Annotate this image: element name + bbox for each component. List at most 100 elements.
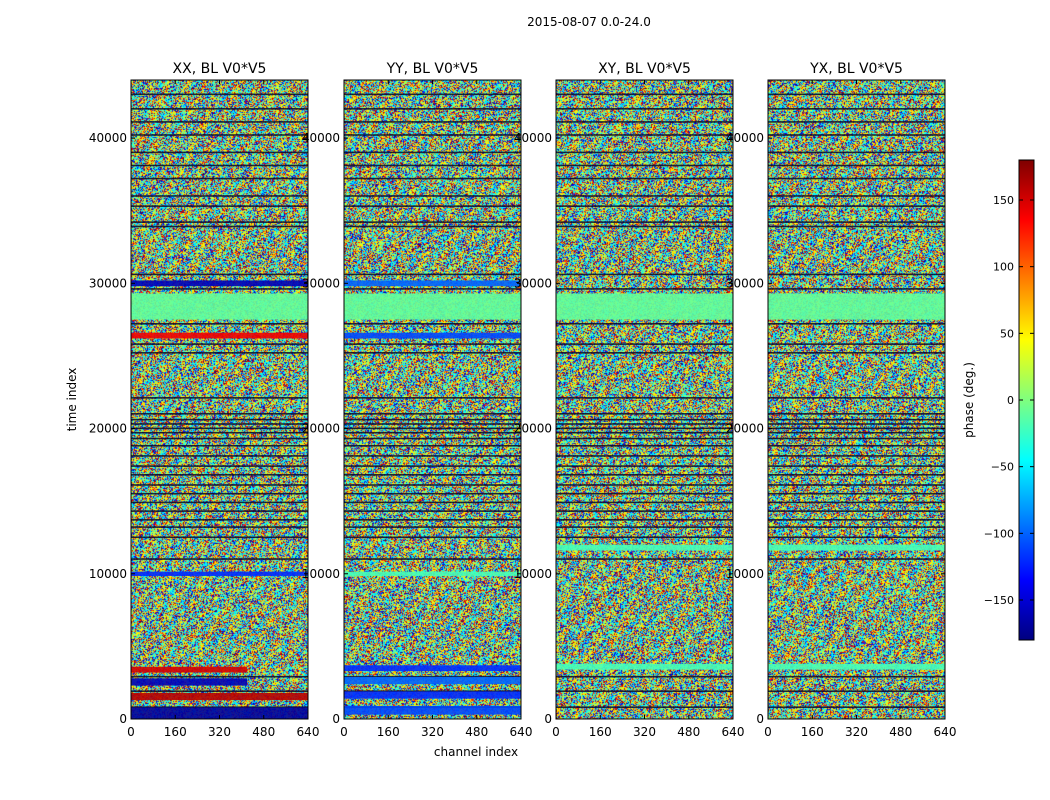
heatmap-panel-4: YX, BL V0*V5 0 160 320 480 640 0 10000 20000 3000… — [726, 61, 957, 739]
dark-row — [556, 108, 733, 110]
dark-row — [556, 93, 733, 96]
y-tick-label: 20000 — [726, 422, 764, 436]
y-tick-label: 40000 — [302, 131, 340, 145]
dark-row — [344, 444, 521, 447]
heatmap-panel-2: YY, BL V0*V5 0 160 320 480 640 0 10000 20000 3000… — [302, 61, 533, 759]
y-tick-label: 20000 — [514, 422, 552, 436]
dark-row — [131, 474, 308, 476]
x-tick-label: 480 — [889, 725, 912, 739]
heatmap-band — [131, 280, 308, 287]
dark-row — [768, 195, 945, 197]
dark-row — [768, 352, 945, 354]
dark-row — [768, 484, 945, 486]
dark-row — [768, 510, 945, 512]
dark-row — [344, 501, 521, 504]
heatmap-band — [131, 666, 248, 673]
dark-row — [344, 205, 521, 207]
dark-row — [556, 706, 733, 708]
dark-row — [768, 465, 945, 467]
dark-row — [556, 352, 733, 354]
dark-row — [556, 225, 733, 228]
dark-row — [131, 397, 308, 399]
y-tick-label: 10000 — [302, 567, 340, 581]
dark-row — [131, 205, 308, 207]
dark-row — [131, 108, 308, 110]
dark-row — [131, 423, 308, 425]
dark-row — [768, 205, 945, 207]
dark-row — [344, 352, 521, 354]
heatmap-band — [131, 293, 308, 320]
dark-row — [344, 455, 521, 457]
heatmap-image — [344, 80, 521, 719]
dark-row — [131, 195, 308, 197]
dark-row — [344, 93, 521, 96]
x-tick-label: 320 — [633, 725, 656, 739]
dark-row — [344, 484, 521, 486]
dark-row — [131, 93, 308, 96]
colorbar: 150 100 50 0 −50 −100 −150 phase (deg.) — [962, 159, 1035, 641]
dark-row — [556, 465, 733, 467]
x-tick-label: 0 — [340, 725, 348, 739]
dark-row — [768, 134, 945, 136]
colorbar-tick-label: 100 — [993, 261, 1014, 274]
dark-row — [556, 431, 733, 434]
dark-row — [131, 352, 308, 354]
dark-row — [556, 501, 733, 504]
dark-row — [768, 177, 945, 180]
x-tick-label: 0 — [552, 725, 560, 739]
dark-row — [131, 536, 308, 539]
dark-row — [131, 427, 308, 430]
heatmap-band — [344, 691, 521, 699]
dark-row — [131, 177, 308, 180]
dark-row — [556, 444, 733, 447]
heatmap-image — [556, 80, 733, 719]
dark-row — [344, 288, 521, 290]
dark-row — [768, 474, 945, 476]
x-tick-label: 640 — [934, 725, 957, 739]
dark-row — [556, 195, 733, 197]
dark-row — [131, 484, 308, 486]
dark-row — [344, 221, 521, 223]
heatmap-band — [131, 571, 308, 576]
dark-row — [768, 444, 945, 447]
y-tick-label: 0 — [756, 712, 764, 726]
dark-row — [556, 273, 733, 276]
dark-row — [556, 437, 733, 440]
dark-row — [131, 519, 308, 521]
dark-row — [768, 225, 945, 228]
figure-suptitle: 2015-08-07 0.0-24.0 — [527, 15, 651, 29]
dark-row — [556, 484, 733, 486]
dark-row — [344, 397, 521, 399]
heatmap-band — [131, 678, 248, 686]
x-tick-label: 320 — [845, 725, 868, 739]
dark-row — [344, 465, 521, 467]
heatmap-band — [344, 332, 521, 339]
colorbar-tick-label: −150 — [984, 594, 1014, 607]
dark-row — [131, 501, 308, 504]
x-tick-label: 0 — [764, 725, 772, 739]
heatmap-image — [768, 80, 945, 719]
heatmap-band — [768, 544, 945, 551]
dark-row — [556, 418, 733, 421]
heatmap-band — [131, 332, 308, 339]
dark-row — [131, 413, 308, 415]
heatmap-band — [131, 707, 308, 719]
dark-row — [768, 397, 945, 399]
dark-row — [131, 273, 308, 276]
y-tick-label: 10000 — [726, 567, 764, 581]
dark-row — [768, 221, 945, 223]
heatmap-band — [768, 293, 945, 320]
dark-row — [768, 455, 945, 457]
colorbar-tick-label: 150 — [993, 194, 1014, 207]
colorbar-tick-label: 0 — [1007, 394, 1014, 407]
x-tick-label: 160 — [164, 725, 187, 739]
dark-row — [344, 177, 521, 180]
dark-row — [556, 455, 733, 457]
colorbar-tick-label: 50 — [1000, 327, 1014, 340]
dark-row — [131, 526, 308, 528]
x-tick-label: 160 — [801, 725, 824, 739]
dark-row — [131, 134, 308, 136]
dark-row — [556, 121, 733, 123]
dark-row — [768, 93, 945, 96]
